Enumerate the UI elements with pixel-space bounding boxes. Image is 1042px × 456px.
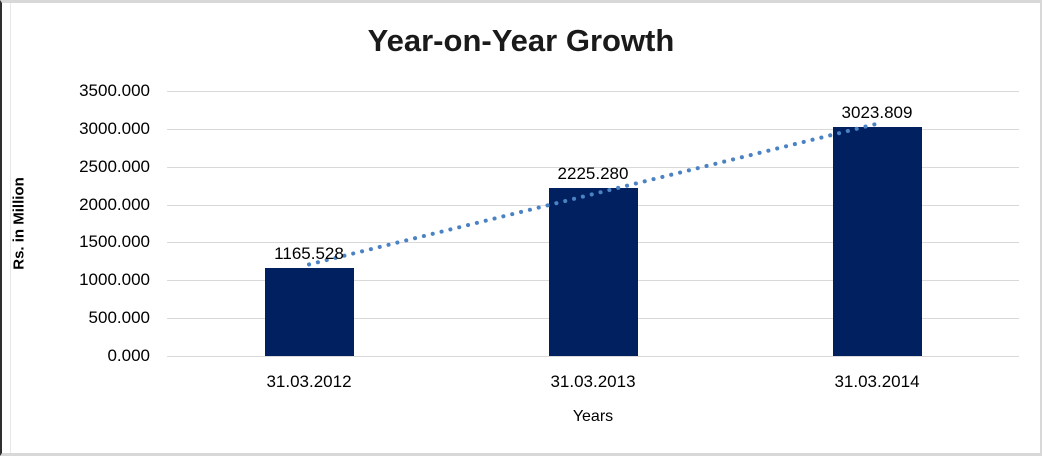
gridline — [167, 91, 1019, 92]
x-tick-label: 31.03.2013 — [550, 372, 636, 391]
x-tick-label: 31.03.2012 — [266, 372, 352, 391]
gridline — [167, 356, 1019, 357]
chart-title: Year-on-Year Growth — [367, 23, 675, 58]
y-tick-label: 0.000 — [107, 346, 150, 365]
y-tick-label: 3000.000 — [79, 118, 150, 138]
y-tick-label: 1000.000 — [79, 270, 150, 290]
x-tick-label: 31.03.2014 — [834, 372, 920, 391]
y-tick-label: 3500.000 — [79, 81, 150, 100]
bar-value-label: 2225.280 — [557, 163, 629, 183]
y-tick-label: 1500.000 — [79, 232, 150, 252]
bar-value-label: 3023.809 — [841, 103, 913, 123]
y-tick-label: 2000.000 — [79, 194, 150, 214]
y-tick-label: 2500.000 — [79, 156, 150, 176]
bar-31.03.2014 — [832, 127, 922, 356]
bar-31.03.2012 — [264, 267, 354, 356]
bar-31.03.2013 — [548, 187, 638, 356]
bar-value-label: 1165.528 — [274, 243, 344, 263]
plot-area: 1165.528 2225.280 3023.809 — [167, 91, 1019, 357]
divider — [10, 3, 11, 453]
y-tick-label: 500.000 — [88, 308, 150, 328]
x-axis-title: Years — [572, 408, 614, 425]
